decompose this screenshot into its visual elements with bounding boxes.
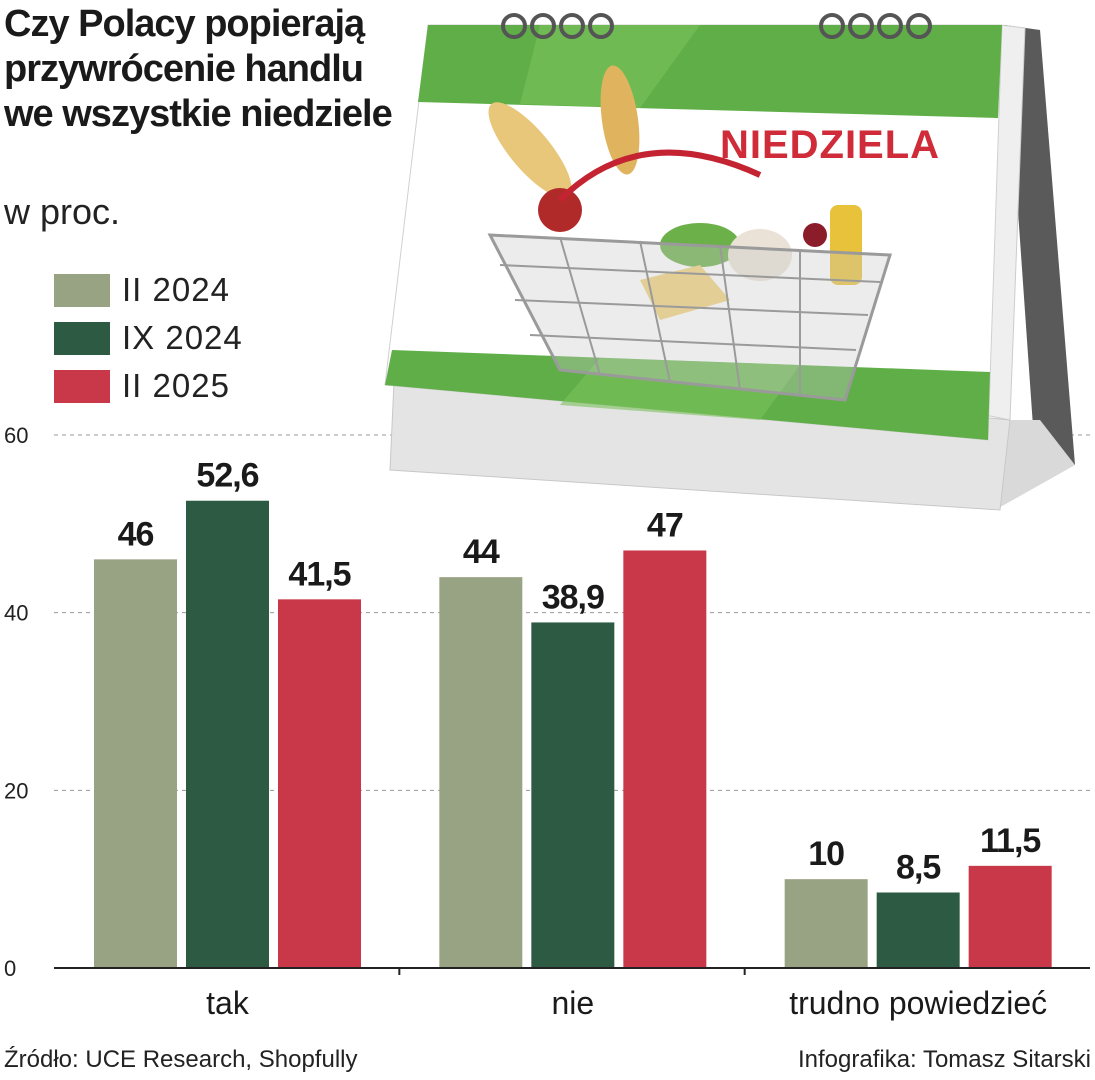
bar <box>623 550 707 968</box>
bars <box>94 500 1052 968</box>
category-label: tak <box>206 985 250 1021</box>
calendar-band-highlight <box>560 358 800 420</box>
value-label: 46 <box>118 515 154 553</box>
bar <box>439 577 523 968</box>
bar <box>278 599 361 968</box>
calendar-label: NIEDZIELA <box>720 123 940 167</box>
value-label: 44 <box>463 533 500 571</box>
y-tick-label: 40 <box>4 601 28 626</box>
calendar-rings <box>501 13 932 39</box>
bar <box>876 892 960 968</box>
legend-item-ii-2025: II 2025 <box>54 362 243 410</box>
value-label: 52,6 <box>196 457 258 495</box>
legend-item-ii-2024: II 2024 <box>54 266 243 314</box>
credit-note: Infografika: Tomasz Sitarski <box>797 1046 1091 1073</box>
category-label: nie <box>551 985 594 1021</box>
bar <box>94 559 177 968</box>
calendar-illustration: NIEDZIELA <box>384 13 1075 511</box>
calendar-stand-back <box>1005 25 1075 465</box>
legend-item-ix-2024: IX 2024 <box>54 314 243 362</box>
bar <box>968 865 1052 968</box>
category-label: trudno powiedzieć <box>789 985 1047 1021</box>
legend-label: II 2024 <box>122 271 230 308</box>
legend-swatch <box>54 321 110 355</box>
y-tick-label: 60 <box>4 423 28 448</box>
calendar-stand-base <box>990 420 1075 510</box>
legend-swatch <box>54 273 110 307</box>
value-label: 47 <box>647 506 683 544</box>
bar <box>784 879 868 968</box>
calendar-top-band <box>418 25 1002 118</box>
value-label: 11,5 <box>980 822 1040 860</box>
shopping-basket-icon <box>487 65 893 402</box>
source-note: Źródło: UCE Research, Shopfully <box>4 1046 358 1073</box>
legend: II 2024 IX 2024 II 2025 <box>54 266 243 410</box>
bar-chart: NIEDZIELA 46 52,6 41,5 44 38,9 47 10 8,5 11,5 0 2… <box>4 13 1090 1021</box>
value-labels: 46 52,6 41,5 44 38,9 47 10 8,5 11,5 <box>118 457 1042 887</box>
value-label: 38,9 <box>542 578 604 616</box>
legend-label: IX 2024 <box>122 319 243 356</box>
bar <box>531 622 615 968</box>
legend-label: II 2025 <box>122 367 230 404</box>
value-label: 10 <box>808 835 844 873</box>
chart-subtitle: w proc. <box>4 191 121 232</box>
bar <box>186 500 269 968</box>
chart-title: Czy Polacy popierają przywrócenie handlu… <box>4 3 393 135</box>
y-tick-label: 20 <box>4 778 28 803</box>
legend-swatch <box>54 369 110 403</box>
value-label: 8,5 <box>896 848 940 886</box>
axes: 0 20 40 60 tak nie trudno powiedzieć <box>4 423 1090 1021</box>
y-tick-label: 0 <box>4 956 16 981</box>
value-label: 41,5 <box>288 555 350 593</box>
